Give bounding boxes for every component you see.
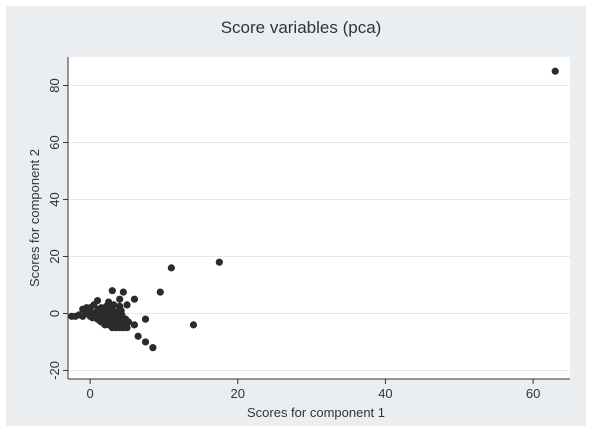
data-point <box>88 314 96 322</box>
data-point <box>110 301 118 309</box>
y-tick-label: 20 <box>47 249 62 263</box>
data-point <box>107 319 115 328</box>
data-point <box>215 258 223 266</box>
data-point <box>117 307 125 315</box>
x-tick-label: 60 <box>526 386 540 401</box>
plot-area <box>68 57 570 379</box>
tick-labels: -20 0 20 40 60 80 0 20 40 60 <box>47 78 540 401</box>
data-point <box>141 315 150 323</box>
data-point <box>102 302 110 310</box>
data-point <box>149 344 157 352</box>
data-point <box>124 318 133 326</box>
x-tick-label: 20 <box>231 386 245 401</box>
data-point <box>156 288 164 296</box>
data-point <box>103 311 111 319</box>
data-point <box>85 308 93 316</box>
data-point <box>551 67 559 75</box>
data-point <box>119 288 127 296</box>
y-tick-label: 40 <box>47 192 62 206</box>
data-point <box>141 338 150 346</box>
data-point <box>167 264 175 272</box>
axes <box>63 57 570 384</box>
data-point <box>189 321 198 329</box>
grid-lines <box>68 84 570 371</box>
x-axis-label: Scores for component 1 <box>247 405 385 420</box>
data-point <box>123 301 131 309</box>
y-tick-label: -20 <box>47 361 62 380</box>
x-tick-label: 40 <box>378 386 392 401</box>
chart-title: Score variables (pca) <box>221 18 382 37</box>
data-point <box>116 295 124 303</box>
data-point <box>123 324 131 332</box>
y-tick-label: 0 <box>47 310 62 317</box>
data-point <box>96 316 104 325</box>
data-points <box>68 67 559 352</box>
data-point <box>130 321 139 329</box>
data-point <box>108 287 116 295</box>
y-axis-label: Scores for component 2 <box>27 149 42 287</box>
y-tick-label: 80 <box>47 78 62 92</box>
data-point <box>130 295 139 303</box>
y-tick-label: 60 <box>47 135 62 149</box>
data-point <box>134 332 142 340</box>
x-tick-label: 0 <box>87 386 94 401</box>
